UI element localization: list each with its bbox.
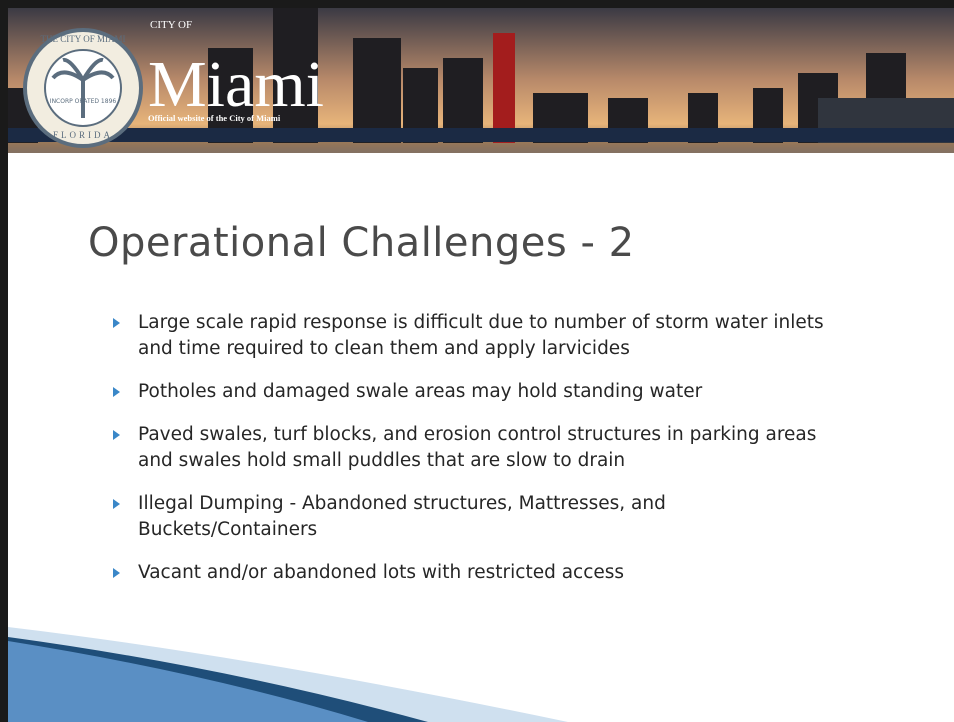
- city-name: Miami: [148, 48, 324, 121]
- seal-text: INCORP ORATED 1896: [50, 98, 117, 105]
- bullet-arrow: [113, 430, 120, 440]
- bullet-arrow: [113, 568, 120, 578]
- bullet-item: Large scale rapid response is difficult …: [113, 310, 833, 362]
- bullet-text: Illegal Dumping - Abandoned structures, …: [138, 493, 666, 540]
- seal-text: FLORIDA: [53, 130, 113, 140]
- slide: THE CITY OF MIAMI INCORP ORATED 1896 FLO…: [0, 0, 954, 722]
- bullet-item: Illegal Dumping - Abandoned structures, …: [113, 491, 833, 543]
- bullet-text: Potholes and damaged swale areas may hol…: [138, 381, 702, 402]
- bullet-arrow: [113, 387, 120, 397]
- bullet-item: Vacant and/or abandoned lots with restri…: [113, 560, 833, 586]
- bullet-text: Vacant and/or abandoned lots with restri…: [138, 562, 624, 583]
- tagline: Official website of the City of Miami: [148, 113, 281, 123]
- bullet-item: Paved swales, turf blocks, and erosion c…: [113, 422, 833, 474]
- seal-text: THE CITY OF MIAMI: [41, 34, 126, 44]
- bullet-arrow: [113, 499, 120, 509]
- bullet-item: Potholes and damaged swale areas may hol…: [113, 379, 833, 405]
- bullet-arrow: [113, 318, 120, 328]
- city-of: CITY OF: [150, 19, 192, 31]
- slide-title: Operational Challenges - 2: [88, 220, 635, 266]
- page: {"header": {"seal_top": "THE CITY OF MIA…: [0, 0, 954, 722]
- header-banner: THE CITY OF MIAMI INCORP ORATED 1896 FLO…: [8, 8, 954, 208]
- bullet-text: Paved swales, turf blocks, and erosion c…: [138, 424, 816, 471]
- bullet-text: Large scale rapid response is difficult …: [138, 312, 824, 359]
- swoosh: [8, 607, 568, 722]
- bullet-list: Large scale rapid response is difficult …: [113, 310, 833, 603]
